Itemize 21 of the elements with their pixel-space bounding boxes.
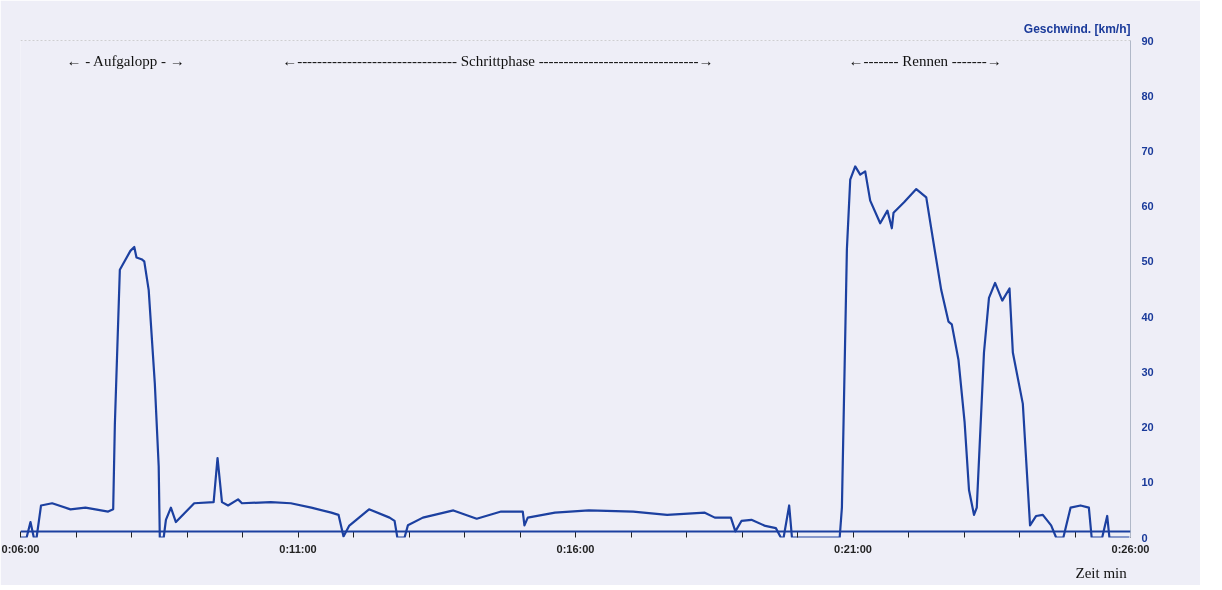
y-tick-label: 20 xyxy=(1141,421,1154,434)
x-tick-label: 0:26:00 xyxy=(1111,542,1150,555)
annotation: ← - Aufgalopp - → xyxy=(66,52,185,69)
x-tick-label: 0:06:00 xyxy=(1,542,40,555)
x-tick-label: 0:11:00 xyxy=(279,542,317,555)
x-tick-label: 0:21:00 xyxy=(834,542,872,555)
x-tick-label: 0:16:00 xyxy=(556,542,595,555)
y-tick-label: 50 xyxy=(1141,255,1154,268)
y-tick-label: 30 xyxy=(1141,365,1154,378)
y-tick-label: 60 xyxy=(1141,200,1154,213)
y-axis-title: Geschwind. [km/h] xyxy=(1023,21,1131,36)
y-tick-label: 70 xyxy=(1141,144,1154,157)
y-tick-label: 0 xyxy=(1141,531,1148,544)
line-series xyxy=(20,165,1131,538)
y-tick-label: 40 xyxy=(1141,310,1154,323)
x-axis-title: Zeit min xyxy=(1075,564,1128,581)
y-tick-label: 80 xyxy=(1141,89,1154,102)
annotation: ←-------------------------------- Schrittphase --------------------------------→ xyxy=(282,52,714,69)
annotation: ←------- Rennen -------→ xyxy=(848,52,1002,69)
y-tick-label: 10 xyxy=(1141,476,1154,489)
y-tick-label: 90 xyxy=(1141,34,1154,47)
